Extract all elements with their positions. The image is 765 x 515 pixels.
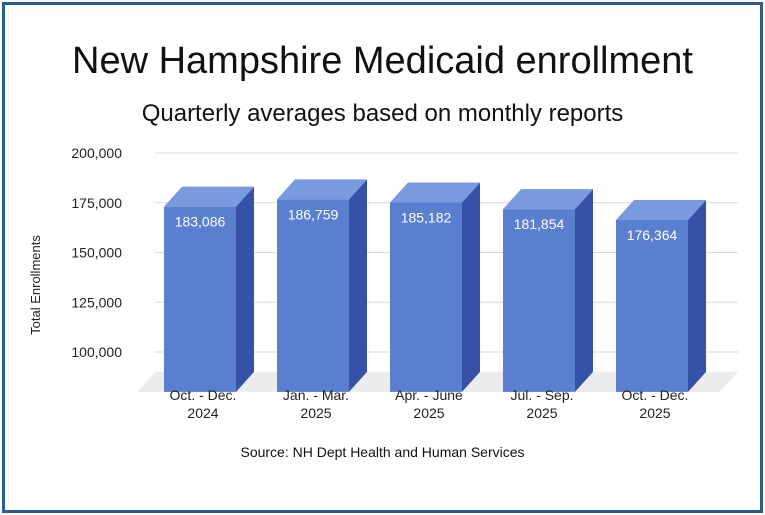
- y-axis-label: Total Enrollments: [28, 235, 43, 335]
- y-tick-label: 125,000: [71, 294, 122, 310]
- bar-top: [164, 186, 254, 207]
- bar: [164, 206, 236, 392]
- x-tick-label: 2025: [639, 405, 670, 421]
- bar-top: [390, 182, 480, 203]
- bar-side: [349, 179, 367, 392]
- y-tick-label: 100,000: [71, 344, 122, 360]
- bar-side: [462, 182, 480, 392]
- x-tick-label: Jan. - Mar.: [283, 387, 349, 403]
- data-label: 186,759: [288, 206, 339, 222]
- bar-top: [277, 179, 367, 200]
- bar-side: [236, 186, 254, 392]
- x-tick-label: Oct. - Dec.: [622, 387, 689, 403]
- x-tick-label: Jul. - Sep.: [510, 387, 573, 403]
- chart-source: Source: NH Dept Health and Human Service…: [240, 444, 525, 460]
- bar-top: [616, 200, 706, 221]
- data-label: 181,854: [514, 216, 565, 232]
- bar-top: [503, 189, 593, 210]
- chart-title: New Hampshire Medicaid enrollment: [72, 40, 693, 82]
- y-tick-label: 200,000: [71, 145, 122, 161]
- bar: [277, 199, 349, 392]
- data-label: 185,182: [401, 209, 452, 225]
- y-tick-label: 175,000: [71, 195, 122, 211]
- bar: [390, 202, 462, 392]
- x-tick-label: 2025: [413, 405, 444, 421]
- x-tick-label: 2025: [300, 405, 331, 421]
- bar-side: [688, 200, 706, 392]
- bar: [616, 220, 688, 392]
- x-tick-label: Apr. - June: [395, 387, 463, 403]
- x-tick-label: Oct. - Dec.: [170, 387, 237, 403]
- bar: [503, 209, 575, 392]
- bar-side: [575, 189, 593, 392]
- y-tick-label: 150,000: [71, 245, 122, 261]
- data-label: 183,086: [175, 214, 226, 230]
- data-label: 176,364: [627, 227, 678, 243]
- x-tick-label: 2025: [526, 405, 557, 421]
- x-tick-label: 2024: [187, 405, 218, 421]
- chart-subtitle: Quarterly averages based on monthly repo…: [141, 100, 624, 127]
